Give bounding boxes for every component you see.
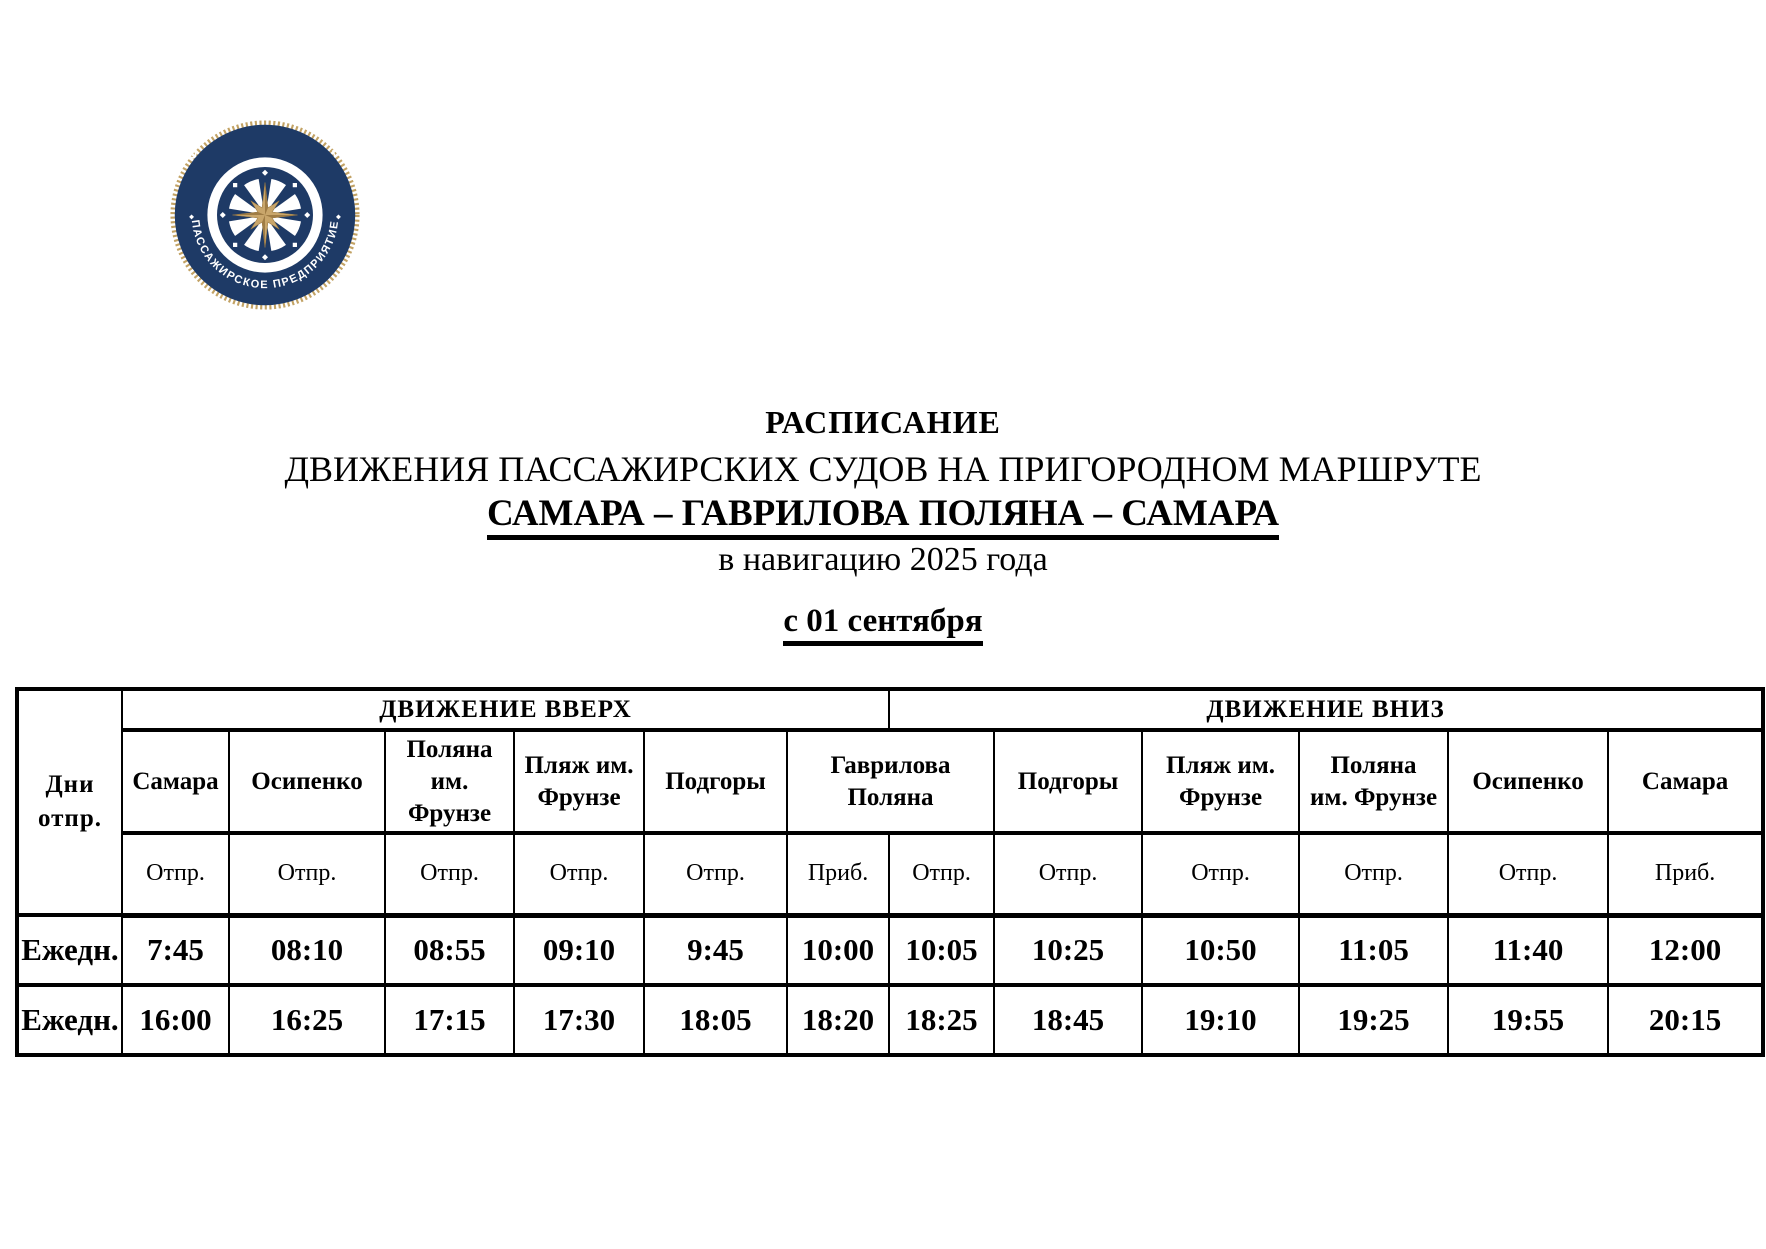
time-cell: 18:45 xyxy=(993,984,1144,1056)
time-cell: 19:25 xyxy=(1298,984,1450,1056)
direction-header-row: Дни отпр. ДВИЖЕНИЕ ВВЕРХ ДВИЖЕНИЕ ВНИЗ xyxy=(16,688,1765,917)
effective-date: с 01 сентября xyxy=(783,605,983,646)
timetable: Дни отпр. ДВИЖЕНИЕ ВВЕРХ ДВИЖЕНИЕ ВНИЗ С… xyxy=(15,687,1766,1057)
subheader-cell: Отпр. xyxy=(121,832,230,918)
station-header-plyazh-frunze-down: Пляж им. Фрунзе xyxy=(1141,729,1301,835)
station-header-gavrilova-polyana: Гаврилова Поляна xyxy=(785,729,996,835)
subheader-row: Отпр. Отпр. Отпр. Отпр. Отпр. Приб. Отпр… xyxy=(17,832,1765,918)
subheader-cell: Отпр. xyxy=(993,832,1144,918)
station-header-samara-down: Самара xyxy=(1607,729,1765,835)
timetable-row: Ежедн. 16:00 16:25 17:15 17:30 18:05 18:… xyxy=(16,984,1765,1056)
time-cell: 7:45 xyxy=(121,914,230,987)
timetable-row: Ежедн. 7:45 08:10 08:55 09:10 9:45 10:00… xyxy=(16,914,1765,987)
direction-down-header: ДВИЖЕНИЕ ВНИЗ xyxy=(888,688,1765,732)
subheader-cell: Приб. xyxy=(785,832,891,918)
time-cell: 08:55 xyxy=(384,914,515,987)
company-logo-icon: САМАРСКОЕ РЕЧНОЕ ПАССАЖИРСКОЕ ПРЕДПРИЯТИ… xyxy=(170,119,360,310)
time-cell: 18:20 xyxy=(785,984,891,1056)
station-header-row: Самара Осипенко Поляна им. Фрунзе Пляж и… xyxy=(17,729,1765,835)
page-title: РАСПИСАНИЕ xyxy=(765,404,1001,440)
subheader-cell: Отпр. xyxy=(1141,832,1301,918)
logo-separator-diamond xyxy=(189,214,195,220)
station-header-samara-up: Самара xyxy=(121,729,230,835)
time-cell: 18:05 xyxy=(643,984,788,1056)
page-subtitle: ДВИЖЕНИЯ ПАССАЖИРСКИХ СУДОВ НА ПРИГОРОДН… xyxy=(284,449,1482,489)
time-cell: 20:15 xyxy=(1607,984,1765,1056)
time-cell: 9:45 xyxy=(643,914,788,987)
station-header-polyana-frunze-up: Поляна им. Фрунзе xyxy=(384,729,515,835)
subheader-cell: Отпр. xyxy=(888,832,996,918)
time-cell: 10:05 xyxy=(888,914,996,987)
time-cell: 16:00 xyxy=(121,984,230,1056)
subheader-cell: Отпр. xyxy=(384,832,515,918)
days-cell: Ежедн. xyxy=(16,914,123,987)
subheader-cell: Приб. xyxy=(1607,832,1765,918)
days-column-header: Дни отпр. xyxy=(16,688,123,917)
subheader-cell: Отпр. xyxy=(1298,832,1450,918)
subheader-cell: Отпр. xyxy=(228,832,386,918)
subheader-cell: Отпр. xyxy=(1447,832,1610,918)
time-cell: 11:40 xyxy=(1447,914,1610,987)
time-cell: 09:10 xyxy=(513,914,645,987)
time-cell: 10:00 xyxy=(785,914,891,987)
station-header-polyana-frunze-down: Поляна им. Фрунзе xyxy=(1298,729,1450,835)
time-cell: 19:55 xyxy=(1447,984,1610,1056)
time-cell: 10:50 xyxy=(1141,914,1301,987)
station-header-podgory-down: Подгоры xyxy=(993,729,1144,835)
route-title: САМАРА – ГАВРИЛОВА ПОЛЯНА – САМАРА xyxy=(486,494,1280,540)
direction-up-header: ДВИЖЕНИЕ ВВЕРХ xyxy=(120,688,891,732)
season-line: в навигацию 2025 года xyxy=(718,541,1048,578)
time-cell: 17:15 xyxy=(384,984,515,1056)
time-cell: 10:25 xyxy=(993,914,1144,987)
time-cell: 18:25 xyxy=(888,984,996,1056)
time-cell: 16:25 xyxy=(228,984,386,1056)
station-header-plyazh-frunze-up: Пляж им. Фрунзе xyxy=(513,729,645,835)
route-line: САМАРА – ГАВРИЛОВА ПОЛЯНА – САМАРА xyxy=(0,492,1766,540)
time-cell: 17:30 xyxy=(513,984,645,1056)
station-header-podgory-up: Подгоры xyxy=(643,729,788,835)
effective-date-line: с 01 сентября xyxy=(0,603,1766,646)
compass-star-icon xyxy=(232,182,298,248)
station-header-osipenko-down: Осипенко xyxy=(1447,729,1610,835)
time-cell: 19:10 xyxy=(1141,984,1301,1056)
station-header-osipenko-up: Осипенко xyxy=(228,729,386,835)
days-cell: Ежедн. xyxy=(16,984,123,1056)
subheader-cell: Отпр. xyxy=(643,832,788,918)
time-cell: 11:05 xyxy=(1298,914,1450,987)
subheader-cell: Отпр. xyxy=(513,832,645,918)
logo-rope-ring xyxy=(170,120,360,310)
time-cell: 08:10 xyxy=(228,914,386,987)
time-cell: 12:00 xyxy=(1607,914,1765,987)
